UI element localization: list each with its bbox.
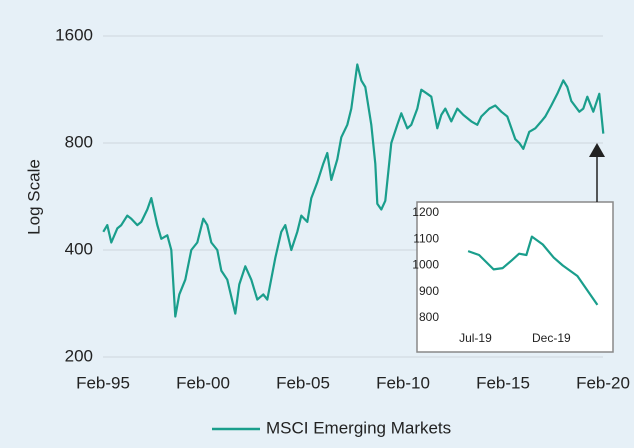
y-tick-label: 1000 [412,258,439,272]
y-tick-label: 1600 [55,25,93,44]
y-tick-label: 200 [65,346,93,365]
y-tick-label: 1100 [413,231,439,245]
x-tick-label: Feb-20 [576,373,630,392]
x-tick-label: Feb-15 [476,373,530,392]
y-axis-label: Log Scale [24,159,43,235]
x-tick-label: Jul-19 [459,331,492,345]
series-line [102,63,605,318]
y-tick-label: 900 [419,284,439,298]
y-tick-label: 1200 [412,205,439,219]
y-tick-label: 800 [65,132,93,151]
y-tick-label: 800 [419,310,439,324]
x-tick-label: Feb-10 [376,373,430,392]
x-tick-label: Dec-19 [532,331,571,345]
series-line [467,235,599,306]
y-tick-label: 400 [65,239,93,258]
inset-plot: 800 900 1000 1100 1200 Jul-19 Dec-19 [412,205,599,345]
x-tick-label: Feb-95 [76,373,130,392]
inset-frame [416,201,614,353]
x-tick-label: Feb-05 [276,373,330,392]
x-tick-label: Feb-00 [176,373,230,392]
legend-label: MSCI Emerging Markets [266,418,451,437]
arrow-head [589,143,605,157]
